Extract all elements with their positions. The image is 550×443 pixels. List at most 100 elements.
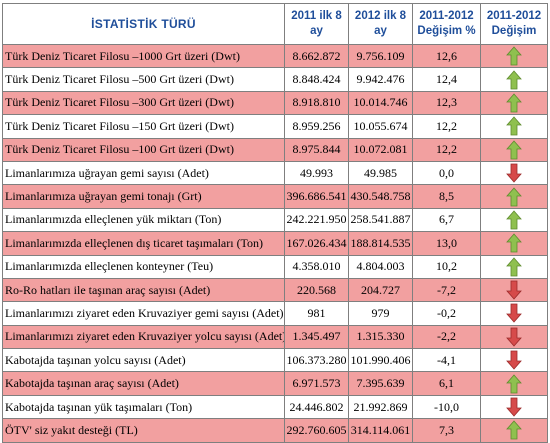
change-percent: 12,3 — [412, 90, 481, 116]
table-row: Türk Deniz Ticaret Filosu –150 Grt üzeri… — [2, 114, 548, 139]
up-arrow-icon — [506, 257, 522, 277]
table-row: Limanlarımıza uğrayan gemi sayısı (Adet)… — [2, 160, 548, 186]
value-2012: 9.942.476 — [348, 67, 413, 92]
header-change: 2011-2012 Değişim — [480, 3, 548, 45]
header-statistic-type: İSTATİSTİK TÜRÜ — [2, 3, 285, 45]
value-2011: 49.993 — [284, 160, 349, 186]
up-arrow-icon — [506, 93, 522, 113]
header-change-percent: 2011-2012 Değişim % — [412, 3, 481, 45]
change-percent: -2,2 — [412, 324, 481, 350]
value-2012: 10.055.674 — [348, 114, 413, 139]
table-row: Kabotajda taşınan yük taşımaları (Ton) 24… — [2, 394, 548, 420]
up-arrow-icon — [506, 186, 522, 206]
value-2012: 4.804.003 — [348, 254, 413, 279]
change-percent: -10,0 — [412, 394, 481, 420]
table-row: Kabotajda taşınan yolcu sayısı (Adet) 106… — [2, 348, 548, 373]
table-row: Limanlarımızı ziyaret eden Kruvaziyer yo… — [2, 324, 548, 350]
trend-cell — [480, 184, 548, 209]
value-2011: 4.358.010 — [284, 254, 349, 279]
value-2011: 8.848.424 — [284, 67, 349, 92]
row-label: ÖTV' siz yakıt desteği (TL) — [2, 418, 285, 443]
statistics-table: İSTATİSTİK TÜRÜ 2011 ilk 8 ay 2012 ilk 8… — [2, 3, 548, 443]
up-arrow-icon — [506, 140, 522, 160]
up-arrow-icon — [506, 116, 522, 136]
table-row: Limanlarımızda elleçlenen konteyner (Teu… — [2, 254, 548, 279]
value-2011: 1.345.497 — [284, 324, 349, 350]
up-arrow-icon — [506, 46, 522, 66]
row-label: Türk Deniz Ticaret Filosu –100 Grt üzeri… — [2, 137, 285, 162]
value-2012: 430.548.758 — [348, 184, 413, 209]
row-label: Limanlarımızda elleçlenen dış ticaret ta… — [2, 231, 285, 256]
table-row: Türk Deniz Ticaret Filosu –500 Grt üzeri… — [2, 67, 548, 92]
down-arrow-icon — [506, 280, 522, 300]
row-label: Limanlarımıza uğrayan gemi sayısı (Adet) — [2, 160, 285, 186]
down-arrow-icon — [506, 304, 522, 324]
row-label: Kabotajda taşınan yolcu sayısı (Adet) — [2, 348, 285, 373]
up-arrow-icon — [506, 210, 522, 230]
value-2012: 204.727 — [348, 277, 413, 303]
row-label: Türk Deniz Ticaret Filosu –500 Grt üzeri… — [2, 67, 285, 92]
up-arrow-icon — [506, 374, 522, 394]
trend-cell — [480, 324, 548, 350]
change-percent: 13,0 — [412, 231, 481, 256]
change-percent: 8,5 — [412, 184, 481, 209]
down-arrow-icon — [506, 350, 522, 370]
change-percent: 12,2 — [412, 114, 481, 139]
value-2012: 9.756.109 — [348, 43, 413, 69]
down-arrow-icon — [506, 163, 522, 183]
row-label: Kabotajda taşınan yük taşımaları (Ton) — [2, 394, 285, 420]
table-row: ÖTV' siz yakıt desteği (TL) 292.760.605 31… — [2, 418, 548, 443]
table-row: Limanlarımızda elleçlenen dış ticaret ta… — [2, 231, 548, 256]
down-arrow-icon — [506, 327, 522, 347]
header-row: İSTATİSTİK TÜRÜ 2011 ilk 8 ay 2012 ilk 8… — [2, 3, 548, 45]
change-percent: 6,1 — [412, 371, 481, 396]
row-label: Limanlarımızda elleçlenen yük miktarı (T… — [2, 207, 285, 233]
change-percent: 12,6 — [412, 43, 481, 69]
table-row: Limanlarımızı ziyaret eden Kruvaziyer ge… — [2, 301, 548, 326]
table-row: Limanlarımıza uğrayan gemi tonajı (Grt) 3… — [2, 184, 548, 209]
change-percent: -0,2 — [412, 301, 481, 326]
header-2011: 2011 ilk 8 ay — [284, 3, 349, 45]
value-2011: 981 — [284, 301, 349, 326]
change-percent: 6,7 — [412, 207, 481, 233]
value-2012: 10.072.081 — [348, 137, 413, 162]
table-row: Ro-Ro hatları ile taşınan araç sayısı (A… — [2, 277, 548, 303]
row-label: Türk Deniz Ticaret Filosu –150 Grt üzeri… — [2, 114, 285, 139]
trend-cell — [480, 114, 548, 139]
trend-cell — [480, 231, 548, 256]
change-percent: 7,3 — [412, 418, 481, 443]
value-2011: 6.971.573 — [284, 371, 349, 396]
trend-cell — [480, 418, 548, 443]
up-arrow-icon — [506, 233, 522, 253]
header-2012: 2012 ilk 8 ay — [348, 3, 413, 45]
value-2012: 101.990.406 — [348, 348, 413, 373]
value-2012: 10.014.746 — [348, 90, 413, 116]
trend-cell — [480, 301, 548, 326]
row-label: Limanlarımıza uğrayan gemi tonajı (Grt) — [2, 184, 285, 209]
value-2011: 167.026.434 — [284, 231, 349, 256]
value-2011: 292.760.605 — [284, 418, 349, 443]
change-percent: -7,2 — [412, 277, 481, 303]
trend-cell — [480, 277, 548, 303]
trend-cell — [480, 394, 548, 420]
value-2012: 21.992.869 — [348, 394, 413, 420]
trend-cell — [480, 348, 548, 373]
table-row: Limanlarımızda elleçlenen yük miktarı (T… — [2, 207, 548, 233]
row-label: Ro-Ro hatları ile taşınan araç sayısı (A… — [2, 277, 285, 303]
value-2011: 242.221.950 — [284, 207, 349, 233]
value-2011: 8.959.256 — [284, 114, 349, 139]
value-2012: 7.395.639 — [348, 371, 413, 396]
up-arrow-icon — [506, 69, 522, 89]
value-2011: 8.975.844 — [284, 137, 349, 162]
down-arrow-icon — [506, 397, 522, 417]
change-percent: 0,0 — [412, 160, 481, 186]
value-2011: 106.373.280 — [284, 348, 349, 373]
row-label: Limanlarımızda elleçlenen konteyner (Teu… — [2, 254, 285, 279]
row-label: Kabotajda taşınan araç sayısı (Adet) — [2, 371, 285, 396]
trend-cell — [480, 90, 548, 116]
table-row: Türk Deniz Ticaret Filosu –300 Grt üzeri… — [2, 90, 548, 116]
value-2012: 1.315.330 — [348, 324, 413, 350]
value-2011: 8.918.810 — [284, 90, 349, 116]
value-2012: 979 — [348, 301, 413, 326]
table-row: Türk Deniz Ticaret Filosu –1000 Grt üzer… — [2, 43, 548, 69]
